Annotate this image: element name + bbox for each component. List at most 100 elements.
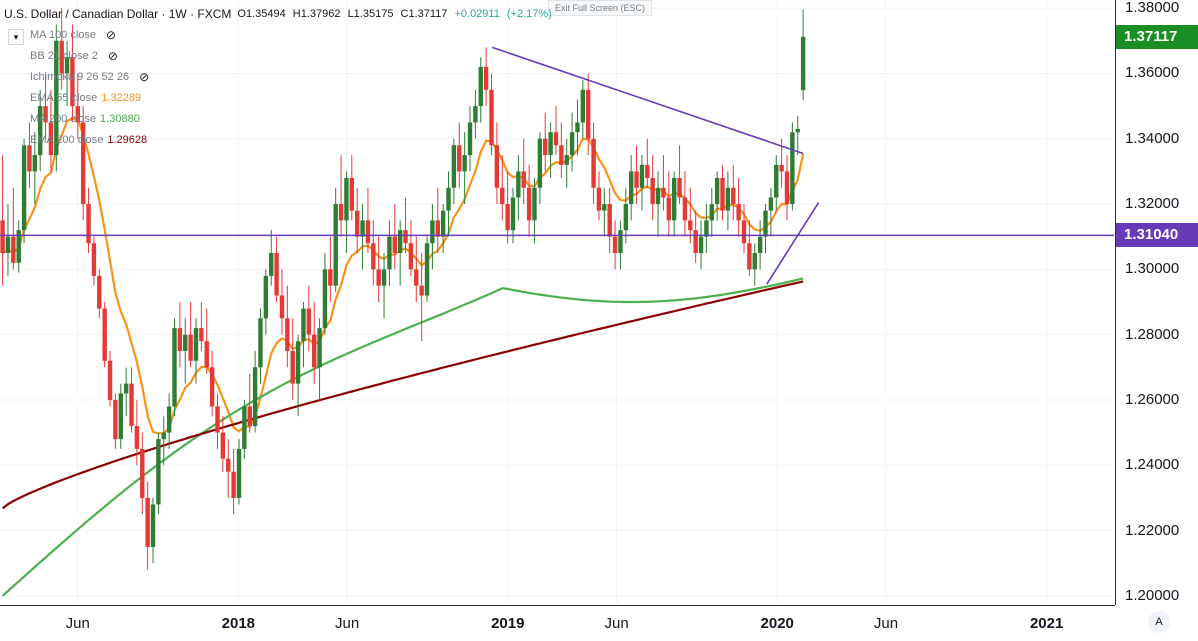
- price-tick-label: 1.24000: [1125, 456, 1180, 474]
- candle-body: [612, 236, 618, 254]
- candle-body: [725, 187, 731, 211]
- time-tick-label: 2021: [1029, 615, 1064, 632]
- candle-body: [537, 138, 543, 188]
- symbol-title[interactable]: U.S. Dollar / Canadian Dollar · 1W · FXC…: [4, 7, 232, 21]
- candle-body: [381, 269, 387, 286]
- candle-body: [747, 243, 752, 270]
- price-tick-label: 1.38000: [1125, 0, 1180, 17]
- candle-body: [156, 439, 161, 505]
- candle-body: [602, 204, 607, 211]
- candle-body: [704, 220, 709, 237]
- ma-200-line: [1, 277, 804, 597]
- candle-body: [774, 164, 779, 198]
- eye-hidden-icon[interactable]: ⊘: [139, 70, 150, 84]
- candle-body: [473, 106, 478, 123]
- candle-body: [435, 220, 440, 237]
- candle-body: [800, 36, 806, 91]
- candle-body: [279, 295, 285, 319]
- candle-body: [731, 187, 736, 205]
- indicator-row[interactable]: MA 100 close ⊘: [30, 25, 556, 46]
- candle-body: [440, 210, 446, 237]
- candle-body: [392, 236, 397, 254]
- candle-body: [107, 360, 113, 400]
- indicator-row[interactable]: EMA 200 close 1.29628: [30, 130, 556, 151]
- candle-body: [166, 406, 172, 433]
- price-tick-label: 1.32000: [1125, 195, 1180, 213]
- candle-body: [150, 504, 156, 547]
- candle-body: [489, 89, 494, 146]
- candle-body: [419, 285, 424, 296]
- candle-body: [97, 275, 102, 309]
- change-percent: (+2.17%): [506, 8, 552, 20]
- candle-body: [113, 399, 118, 440]
- price-tick-label: 1.26000: [1125, 390, 1180, 408]
- candle-body: [548, 132, 553, 156]
- candle-body: [451, 145, 457, 188]
- candle-body: [258, 318, 263, 368]
- candle-body: [510, 197, 516, 231]
- candle-body: [671, 177, 677, 221]
- candle-body: [301, 308, 306, 342]
- candle-body: [204, 341, 209, 368]
- exit-fullscreen-button[interactable]: Exit Full Screen (ESC): [548, 0, 653, 16]
- level-price-badge: 1.31040: [1116, 223, 1198, 248]
- low-value: L1.35175: [347, 8, 394, 20]
- price-tick-label: 1.20000: [1125, 586, 1180, 604]
- candle-body: [559, 145, 564, 165]
- candle-body: [494, 145, 500, 188]
- indicator-value: 1.29628: [107, 134, 148, 146]
- candle-body: [349, 177, 355, 211]
- candle-body: [48, 122, 54, 156]
- ohlc-values: O1.35494 H1.37962 L1.35175 C1.37117 +0.0…: [237, 4, 555, 25]
- candle-body: [295, 341, 301, 384]
- candle-body: [424, 243, 430, 296]
- drawing-overlays[interactable]: [0, 46, 1114, 285]
- candle-body: [215, 406, 220, 433]
- candle-body: [505, 204, 510, 231]
- candle-body: [645, 164, 650, 178]
- candle-body: [569, 132, 575, 156]
- candle-body: [677, 177, 682, 198]
- candle-body: [252, 367, 258, 427]
- candle-body: [59, 40, 64, 74]
- candle-body: [478, 66, 483, 107]
- indicator-row[interactable]: Ichimoku 9 26 52 26 ⊘: [30, 67, 556, 88]
- price-axis[interactable]: [1115, 0, 1198, 605]
- eye-hidden-icon[interactable]: ⊘: [107, 49, 118, 63]
- candle-body: [333, 204, 338, 286]
- candle-body: [741, 220, 747, 244]
- candle-body: [247, 406, 252, 427]
- candle-body: [628, 171, 634, 205]
- indicator-row[interactable]: EMA 55 close 1.32289: [30, 88, 556, 109]
- close-value: C1.37117: [400, 8, 448, 20]
- candle-body: [591, 138, 596, 188]
- candle-body: [102, 308, 107, 361]
- eye-hidden-icon[interactable]: ⊘: [106, 28, 117, 42]
- candle-body: [242, 406, 247, 449]
- candle-body: [397, 230, 403, 254]
- candle-body: [21, 145, 27, 231]
- candle-body: [64, 57, 70, 74]
- auto-scale-button[interactable]: A: [1148, 611, 1170, 633]
- indicator-row[interactable]: BB 21 close 2 ⊘: [30, 46, 556, 67]
- legend-collapse-button[interactable]: ▾: [8, 29, 24, 45]
- candle-body: [666, 197, 671, 221]
- candle-body: [688, 220, 693, 231]
- candle-body: [177, 328, 183, 351]
- candle-body: [457, 145, 462, 172]
- candle-body: [607, 204, 612, 237]
- candle-body: [467, 122, 473, 156]
- candle-body: [140, 448, 145, 498]
- candle-body: [322, 269, 328, 329]
- candle-body: [387, 236, 392, 270]
- price-tick-label: 1.28000: [1125, 325, 1180, 343]
- candle-body: [145, 497, 150, 547]
- candle-body: [118, 393, 123, 440]
- candle-body: [521, 171, 526, 188]
- candle-body: [462, 155, 467, 172]
- candle-body: [226, 458, 231, 472]
- time-axis[interactable]: [0, 605, 1115, 641]
- candle-body: [784, 171, 790, 205]
- indicator-row[interactable]: MA 200 close 1.30880: [30, 109, 556, 130]
